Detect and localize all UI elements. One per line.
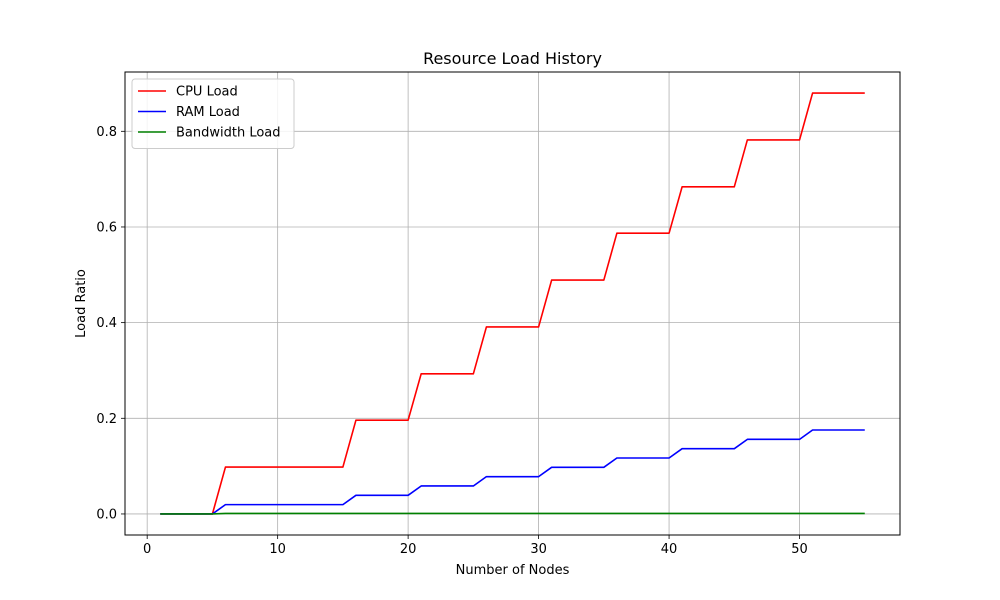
y-tick-label: 0.0 [96,507,117,522]
legend-label: CPU Load [176,85,238,100]
chart-title: Resource Load History [423,49,602,68]
y-tick-label: 0.2 [96,412,117,427]
y-axis-ticks: 0.0 0.2 0.4 0.6 0.8 [96,125,125,522]
x-axis-ticks: 0 10 20 30 40 50 [143,535,808,557]
x-axis-label: Number of Nodes [456,563,570,578]
legend: CPU Load RAM Load Bandwidth Load [131,78,295,149]
legend-label: RAM Load [176,105,240,120]
series-line-cpu-load [160,92,865,515]
x-tick-label: 50 [791,542,808,557]
plot-area-frame [124,71,901,536]
y-tick-label: 0.6 [96,220,117,235]
series-line-ram-load [160,429,865,515]
legend-label: Bandwidth Load [176,126,281,141]
x-tick-label: 30 [530,542,547,557]
legend-box [131,78,295,149]
x-tick-label: 20 [400,542,417,557]
series-lines [160,92,865,515]
x-tick-label: 0 [143,542,151,557]
y-tick-label: 0.8 [96,125,117,140]
y-axis-label: Load Ratio [74,269,89,338]
x-tick-label: 40 [661,542,678,557]
x-tick-label: 10 [269,542,286,557]
y-tick-label: 0.4 [96,316,117,331]
